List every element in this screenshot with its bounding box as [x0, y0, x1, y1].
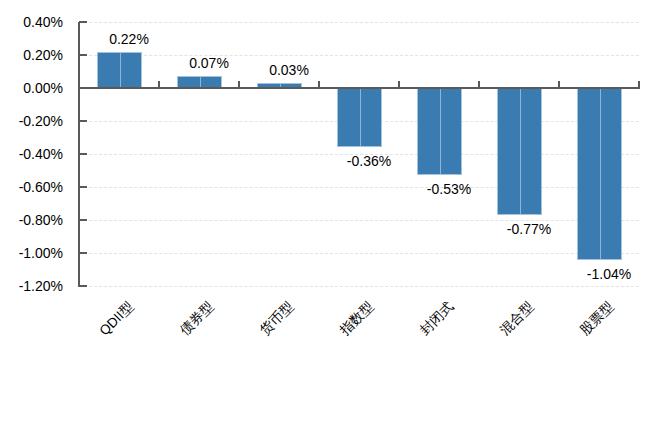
category-label: 债券型 — [176, 298, 217, 339]
y-tick-label: 0.20% — [3, 47, 63, 63]
category-label: 货币型 — [256, 298, 297, 339]
bar — [497, 88, 542, 215]
y-axis-tick — [79, 252, 87, 254]
category-label: 封闭式 — [416, 298, 457, 339]
category-label: QDII型 — [96, 298, 137, 339]
y-tick-label: 0.00% — [3, 80, 63, 96]
zero-axis-line — [79, 87, 640, 89]
y-tick-label: -0.60% — [3, 179, 63, 195]
gridline — [79, 286, 639, 287]
y-tick-label: -1.00% — [3, 245, 63, 261]
y-tick-label: -1.20% — [3, 278, 63, 294]
bar-value-label: 0.22% — [109, 31, 149, 47]
category-label: 指数型 — [336, 298, 377, 339]
bar-value-label: -0.36% — [347, 153, 391, 169]
bar-value-label: 0.07% — [189, 55, 229, 71]
fund-returns-bar-chart: 0.40% 0.20% 0.00% -0.20% -0.40% -0.60% -0.80% -… — [0, 0, 653, 428]
bar-seam — [520, 89, 521, 214]
y-axis-tick — [79, 186, 87, 188]
y-axis-tick — [79, 21, 87, 23]
y-axis-tick — [79, 120, 87, 122]
y-tick-label: -0.20% — [3, 113, 63, 129]
y-tick-label: -0.40% — [3, 146, 63, 162]
y-axis-tick — [79, 54, 87, 56]
category-label: 混合型 — [496, 298, 537, 339]
y-tick-label: -0.80% — [3, 212, 63, 228]
gridline — [79, 55, 639, 56]
bar-value-label: 0.03% — [269, 62, 309, 78]
bar-seam — [120, 53, 121, 87]
y-axis-tick — [79, 153, 87, 155]
category-label: 股票型 — [576, 298, 617, 339]
gridline — [79, 253, 639, 254]
bar — [417, 88, 462, 175]
bar — [337, 88, 382, 147]
bar-seam — [440, 89, 441, 174]
bar-seam — [200, 77, 201, 87]
y-axis-tick — [79, 285, 87, 287]
bar-value-label: -1.04% — [587, 266, 631, 282]
bar-value-label: -0.77% — [507, 221, 551, 237]
bar-seam — [600, 89, 601, 259]
y-tick-label: 0.40% — [3, 14, 63, 30]
y-axis-tick — [79, 219, 87, 221]
gridline — [79, 220, 639, 221]
gridline — [79, 22, 639, 23]
bar — [97, 52, 142, 88]
bar — [577, 88, 622, 260]
bar-value-label: -0.53% — [427, 181, 471, 197]
gridline — [79, 187, 639, 188]
bar-seam — [360, 89, 361, 146]
y-axis-line — [78, 22, 80, 287]
